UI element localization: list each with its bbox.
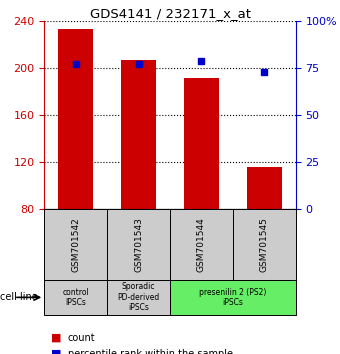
Text: Sporadic
PD-derived
iPSCs: Sporadic PD-derived iPSCs (117, 282, 160, 312)
Bar (121, 60, 156, 209)
Text: GSM701542: GSM701542 (71, 217, 80, 272)
Bar (44, 209, 107, 280)
Bar (44, 280, 107, 315)
Text: presenilin 2 (PS2)
iPSCs: presenilin 2 (PS2) iPSCs (199, 288, 267, 307)
Bar (184, 78, 219, 209)
Text: cell line: cell line (0, 292, 37, 302)
Bar (107, 280, 170, 315)
Text: ■: ■ (51, 349, 62, 354)
Bar (170, 280, 296, 315)
Bar (170, 209, 233, 280)
Text: percentile rank within the sample: percentile rank within the sample (68, 349, 233, 354)
Text: ■: ■ (51, 333, 62, 343)
Bar (247, 167, 282, 209)
Text: control
IPSCs: control IPSCs (62, 288, 89, 307)
Bar (58, 29, 93, 209)
Bar (233, 209, 296, 280)
Text: GSM701545: GSM701545 (260, 217, 269, 272)
Title: GDS4141 / 232171_x_at: GDS4141 / 232171_x_at (89, 7, 251, 20)
Text: count: count (68, 333, 96, 343)
Bar (107, 209, 170, 280)
Text: GSM701543: GSM701543 (134, 217, 143, 272)
Text: GSM701544: GSM701544 (197, 217, 206, 272)
